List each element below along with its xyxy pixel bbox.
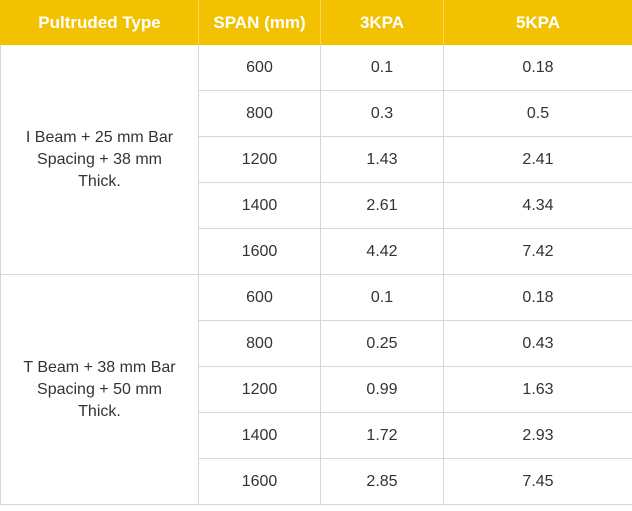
kpa5-cell: 2.93 [443, 412, 632, 459]
header-cell: 5KPA [443, 0, 632, 45]
kpa5-cell: 0.5 [443, 90, 632, 137]
kpa3-cell: 4.42 [320, 228, 444, 275]
table-row: 800 0.25 0.43 [1, 320, 632, 367]
kpa5-cell: 7.45 [443, 458, 632, 505]
span-cell: 600 [198, 44, 321, 91]
kpa3-cell: 2.85 [320, 458, 444, 505]
kpa3-cell: 0.3 [320, 90, 444, 137]
type-cell: I Beam + 25 mm Bar Spacing + 38 mm Thick… [0, 44, 199, 275]
table-row: 1400 1.72 2.93 [1, 412, 632, 459]
kpa5-cell: 7.42 [443, 228, 632, 275]
type-cell: T Beam + 38 mm Bar Spacing + 50 mm Thick… [0, 274, 199, 505]
kpa5-cell: 4.34 [443, 182, 632, 229]
table-row: 1200 0.99 1.63 [1, 366, 632, 413]
kpa5-cell: 1.63 [443, 366, 632, 413]
kpa3-cell: 0.1 [320, 274, 444, 321]
table-row: 1400 2.61 4.34 [1, 182, 632, 229]
table-row: 1200 1.43 2.41 [1, 136, 632, 183]
kpa3-cell: 0.1 [320, 44, 444, 91]
span-cell: 1400 [198, 182, 321, 229]
span-cell: 1200 [198, 136, 321, 183]
span-cell: 1600 [198, 458, 321, 505]
kpa3-cell: 0.25 [320, 320, 444, 367]
kpa5-cell: 2.41 [443, 136, 632, 183]
kpa3-cell: 0.99 [320, 366, 444, 413]
kpa5-cell: 0.43 [443, 320, 632, 367]
header-cell: SPAN (mm) [198, 0, 321, 45]
table-body: I Beam + 25 mm Bar Spacing + 38 mm Thick… [0, 44, 632, 505]
kpa3-cell: 1.72 [320, 412, 444, 459]
span-cell: 1200 [198, 366, 321, 413]
header-cell: 3KPA [320, 0, 444, 45]
table-row: T Beam + 38 mm Bar Spacing + 50 mm Thick… [0, 274, 632, 505]
span-cell: 800 [198, 90, 321, 137]
span-cell: 1400 [198, 412, 321, 459]
span-cell: 600 [198, 274, 321, 321]
kpa3-cell: 2.61 [320, 182, 444, 229]
table-row: 1600 4.42 7.42 [1, 228, 632, 275]
span-cell: 1600 [198, 228, 321, 275]
header-cell: Pultruded Type [0, 0, 199, 45]
kpa5-cell: 0.18 [443, 44, 632, 91]
table-row: I Beam + 25 mm Bar Spacing + 38 mm Thick… [0, 44, 632, 275]
span-cell: 800 [198, 320, 321, 367]
kpa5-cell: 0.18 [443, 274, 632, 321]
header-row: Pultruded Type SPAN (mm) 3KPA 5KPA [0, 0, 632, 45]
table-row: 1600 2.85 7.45 [1, 458, 632, 505]
kpa3-cell: 1.43 [320, 136, 444, 183]
